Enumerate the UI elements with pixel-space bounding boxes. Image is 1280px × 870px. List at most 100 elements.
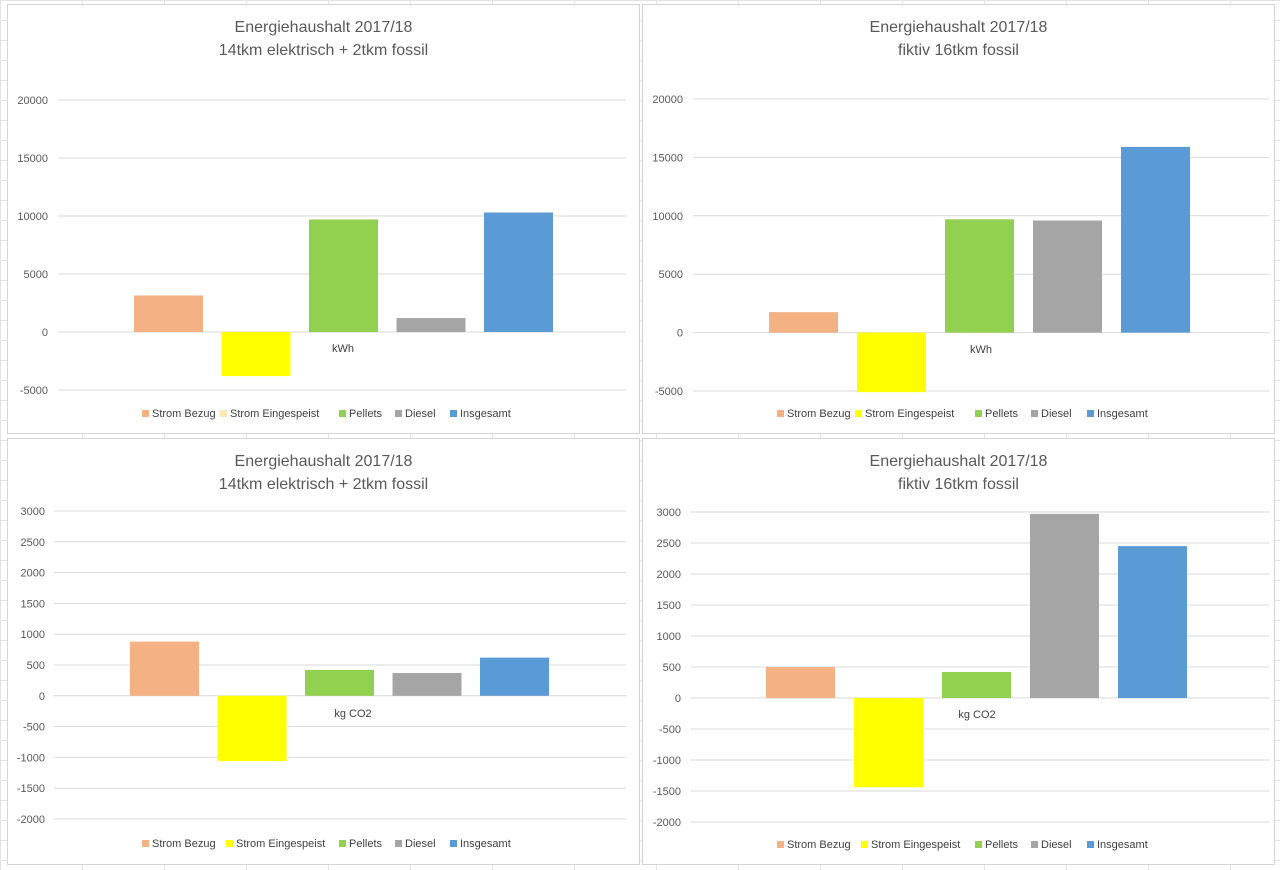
legend-swatch-insgesamt xyxy=(1087,841,1094,848)
bar-diesel xyxy=(392,673,462,696)
y-tick-label: -1500 xyxy=(653,786,681,798)
bar-diesel xyxy=(396,318,466,332)
legend-label-strom-bezug: Strom Bezug xyxy=(787,408,851,420)
y-tick-label: 0 xyxy=(39,691,45,703)
legend-label-pellets: Pellets xyxy=(985,408,1019,420)
bar-insgesamt xyxy=(480,657,549,696)
legend-label-pellets: Pellets xyxy=(985,839,1019,851)
y-tick-label: -2000 xyxy=(17,814,45,826)
legend-swatch-diesel xyxy=(1031,841,1038,848)
y-tick-label: 20000 xyxy=(17,95,48,107)
unit-label: kWh xyxy=(332,343,354,355)
unit-label: kg CO2 xyxy=(334,708,371,720)
y-tick-label: 2000 xyxy=(657,569,681,581)
chart-svg: Energiehaushalt 2017/18 fiktiv 16tkm foss… xyxy=(653,453,1269,851)
legend-label-strom-eingespeist: Strom Eingespeist xyxy=(871,839,960,851)
chart-svg: Energiehaushalt 2017/18 fiktiv 16tkm foss… xyxy=(652,19,1269,420)
y-tick-label: 5000 xyxy=(659,269,683,281)
y-tick-label: -500 xyxy=(23,722,45,734)
legend-label-insgesamt: Insgesamt xyxy=(1097,408,1148,420)
y-tick-label: -5000 xyxy=(655,386,683,398)
y-tick-label: 5000 xyxy=(24,269,48,281)
y-tick-label: 15000 xyxy=(17,153,48,165)
bar-diesel xyxy=(1030,513,1099,698)
legend-label-pellets: Pellets xyxy=(349,408,383,420)
legend-label-pellets: Pellets xyxy=(349,838,383,850)
bar-strom-bezug xyxy=(134,295,203,332)
legend-label-insgesamt: Insgesamt xyxy=(460,838,511,850)
legend-swatch-strom-bezug xyxy=(777,410,784,417)
chart-co2-fossil: Energiehaushalt 2017/18 fiktiv 16tkm foss… xyxy=(642,438,1275,865)
bar-strom-eingespeist xyxy=(221,332,291,377)
chart-title: Energiehaushalt 2017/18 xyxy=(235,19,413,36)
legend-label-strom-eingespeist: Strom Eingespeist xyxy=(865,408,954,420)
bar-pellets xyxy=(945,219,1014,333)
chart-co2-electric: Energiehaushalt 2017/18 14tkm elektrisch … xyxy=(7,438,640,865)
legend-swatch-pellets xyxy=(339,840,346,847)
y-tick-label: 20000 xyxy=(652,94,683,106)
y-tick-label: 1500 xyxy=(21,598,45,610)
bar-strom-eingespeist xyxy=(857,332,926,393)
bar-diesel xyxy=(1033,220,1102,333)
y-tick-label: 3000 xyxy=(657,507,681,519)
legend-swatch-strom-bezug xyxy=(142,840,149,847)
legend-swatch-strom-eingespeist xyxy=(855,410,862,417)
legend-swatch-insgesamt xyxy=(450,410,457,417)
legend-swatch-diesel xyxy=(395,840,402,847)
legend-swatch-strom-eingespeist xyxy=(861,841,868,848)
y-tick-label: 1000 xyxy=(657,631,681,643)
y-tick-label: 0 xyxy=(675,693,681,705)
y-tick-label: -500 xyxy=(659,724,681,736)
y-tick-label: 1500 xyxy=(657,600,681,612)
chart-title: Energiehaushalt 2017/18 xyxy=(870,453,1048,470)
y-tick-label: 2500 xyxy=(657,538,681,550)
y-tick-label: 500 xyxy=(663,662,681,674)
y-tick-label: 10000 xyxy=(17,211,48,223)
bar-pellets xyxy=(309,219,378,332)
bar-strom-bezug xyxy=(766,667,835,698)
unit-label: kg CO2 xyxy=(958,709,995,721)
legend-swatch-pellets xyxy=(975,410,982,417)
chart-svg: Energiehaushalt 2017/18 14tkm elektrisch … xyxy=(17,453,626,850)
chart-kwh-electric: Energiehaushalt 2017/18 14tkm elektrisch … xyxy=(7,4,640,434)
legend-label-diesel: Diesel xyxy=(1041,408,1072,420)
chart-subtitle: fiktiv 16tkm fossil xyxy=(898,42,1019,59)
legend-label-strom-eingespeist: Strom Eingespeist xyxy=(230,408,319,420)
bar-strom-bezug xyxy=(769,312,838,333)
bar-strom-eingespeist xyxy=(217,695,287,762)
legend-swatch-diesel xyxy=(1031,410,1038,417)
legend-label-insgesamt: Insgesamt xyxy=(460,408,511,420)
y-tick-label: -2000 xyxy=(653,817,681,829)
legend-label-strom-bezug: Strom Bezug xyxy=(787,839,851,851)
chart-title: Energiehaushalt 2017/18 xyxy=(870,19,1048,36)
y-tick-label: 500 xyxy=(27,660,45,672)
legend-label-strom-bezug: Strom Bezug xyxy=(152,408,216,420)
legend-label-diesel: Diesel xyxy=(1041,839,1072,851)
y-tick-label: 0 xyxy=(42,327,48,339)
y-tick-label: 1000 xyxy=(21,629,45,641)
legend-swatch-pellets xyxy=(975,841,982,848)
legend-swatch-pellets xyxy=(339,410,346,417)
y-tick-label: -5000 xyxy=(20,385,48,397)
y-tick-label: 0 xyxy=(677,328,683,340)
legend-swatch-insgesamt xyxy=(1087,410,1094,417)
bar-insgesamt xyxy=(484,212,553,332)
chart-subtitle: 14tkm elektrisch + 2tkm fossil xyxy=(219,476,428,493)
y-tick-label: 15000 xyxy=(652,152,683,164)
legend-label-diesel: Diesel xyxy=(405,408,436,420)
legend-swatch-strom-eingespeist xyxy=(226,840,233,847)
bar-pellets xyxy=(305,669,374,696)
bar-strom-bezug xyxy=(130,641,199,696)
chart-kwh-fossil: Energiehaushalt 2017/18 fiktiv 16tkm foss… xyxy=(642,4,1275,434)
legend-label-insgesamt: Insgesamt xyxy=(1097,839,1148,851)
y-tick-label: -1000 xyxy=(17,752,45,764)
y-tick-label: 2000 xyxy=(21,568,45,580)
chart-subtitle: fiktiv 16tkm fossil xyxy=(898,476,1019,493)
unit-label: kWh xyxy=(970,344,992,356)
legend-swatch-strom-bezug xyxy=(142,410,149,417)
y-tick-label: -1000 xyxy=(653,755,681,767)
y-tick-label: 3000 xyxy=(21,506,45,518)
chart-subtitle: 14tkm elektrisch + 2tkm fossil xyxy=(219,42,428,59)
legend-label-strom-bezug: Strom Bezug xyxy=(152,838,216,850)
legend-swatch-strom-bezug xyxy=(777,841,784,848)
